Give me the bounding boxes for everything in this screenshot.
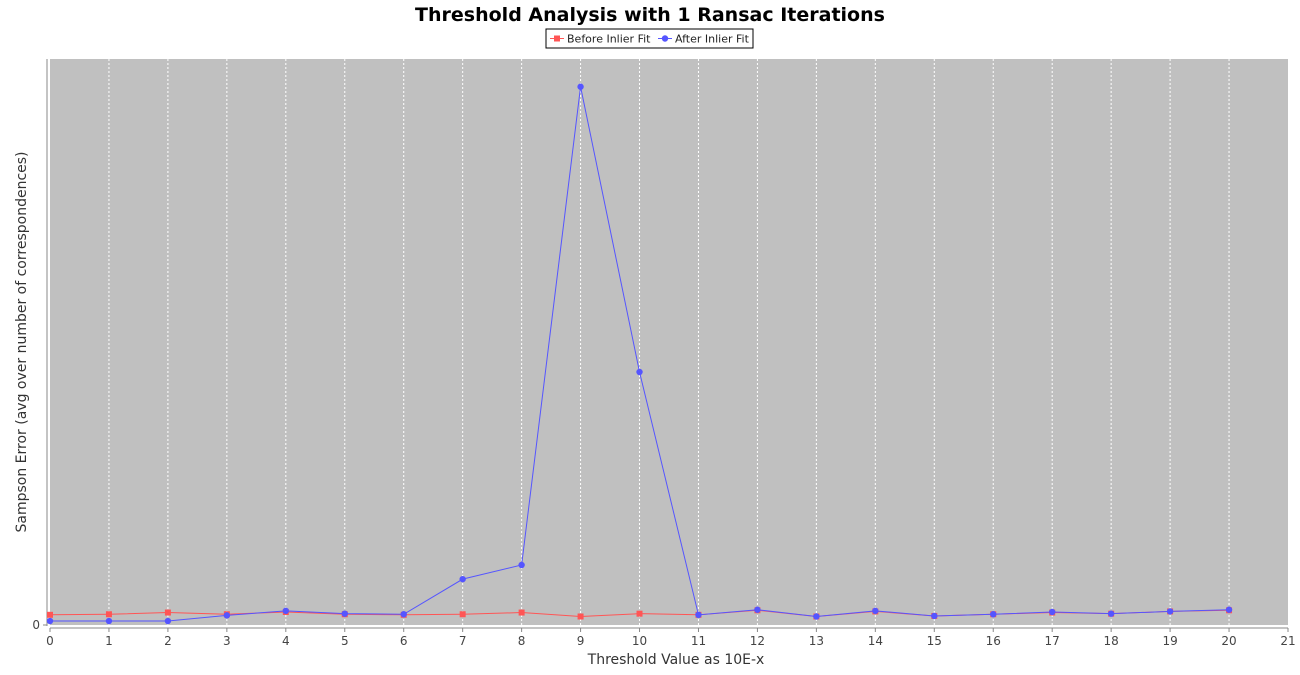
x-tick-label: 14 bbox=[868, 634, 883, 648]
data-point bbox=[223, 612, 231, 619]
data-point bbox=[46, 617, 54, 625]
data-point bbox=[1107, 610, 1115, 617]
x-tick-label: 16 bbox=[986, 634, 1001, 648]
data-point bbox=[931, 612, 938, 620]
x-tick-label: 15 bbox=[927, 634, 942, 648]
x-tick-label: 17 bbox=[1045, 634, 1060, 648]
data-point bbox=[872, 607, 879, 615]
x-tick-label: 0 bbox=[46, 634, 54, 648]
legend-item: Before Inlier Fit bbox=[550, 33, 651, 46]
x-tick-label: 18 bbox=[1104, 634, 1119, 648]
legend: Before Inlier Fit After Inlier Fit bbox=[545, 28, 754, 49]
x-tick-label: 21 bbox=[1280, 634, 1295, 648]
x-tick-label: 6 bbox=[400, 634, 408, 648]
data-point bbox=[459, 611, 466, 618]
data-point bbox=[400, 611, 407, 618]
data-point bbox=[164, 609, 171, 616]
x-tick-label: 11 bbox=[691, 634, 706, 648]
x-axis-ticks: 0 1 2 3 4 5 6 7 8 9 10 11 12 13 14 15 16 17 18 19 20 21 bbox=[46, 628, 1296, 648]
data-point bbox=[636, 368, 643, 376]
data-point bbox=[518, 561, 525, 569]
data-point bbox=[341, 610, 348, 617]
series-1 bbox=[46, 83, 1233, 625]
data-point bbox=[459, 575, 466, 583]
data-point bbox=[1048, 608, 1056, 616]
data-point bbox=[577, 613, 584, 620]
data-point bbox=[282, 607, 290, 615]
x-tick-label: 8 bbox=[518, 634, 526, 648]
x-tick-label: 3 bbox=[223, 634, 231, 648]
data-point bbox=[813, 613, 820, 620]
data-point bbox=[105, 611, 112, 618]
series-layer bbox=[46, 83, 1233, 625]
data-point bbox=[754, 606, 761, 613]
data-point bbox=[47, 611, 53, 618]
data-point bbox=[105, 617, 113, 625]
data-point bbox=[636, 610, 643, 617]
data-point bbox=[577, 83, 584, 90]
legend-box bbox=[545, 28, 754, 49]
x-tick-label: 4 bbox=[282, 634, 290, 648]
x-tick-label: 20 bbox=[1221, 634, 1236, 648]
legend-item: After Inlier Fit bbox=[658, 33, 750, 46]
x-tick-label: 19 bbox=[1162, 634, 1177, 648]
y-axis-label: Sampson Error (avg over number of corres… bbox=[14, 151, 30, 532]
chart-title: Threshold Analysis with 1 Ransac Iterati… bbox=[415, 4, 885, 26]
x-tick-label: 10 bbox=[632, 634, 647, 648]
x-tick-label: 5 bbox=[341, 634, 349, 648]
legend-label: After Inlier Fit bbox=[675, 33, 750, 46]
data-point bbox=[695, 611, 702, 619]
data-point bbox=[164, 617, 172, 625]
data-point bbox=[1166, 608, 1174, 615]
data-point bbox=[990, 611, 997, 618]
data-point bbox=[518, 609, 525, 616]
data-point bbox=[1225, 606, 1233, 613]
x-tick-label: 1 bbox=[105, 634, 113, 648]
x-tick-label: 2 bbox=[164, 634, 172, 648]
y-tick-label: 0 bbox=[32, 618, 40, 632]
x-tick-label: 13 bbox=[809, 634, 824, 648]
legend-label: Before Inlier Fit bbox=[567, 33, 651, 46]
x-tick-label: 9 bbox=[577, 634, 585, 648]
y-axis-ticks: 0 bbox=[32, 618, 47, 632]
legend-marker bbox=[554, 35, 560, 42]
x-tick-label: 12 bbox=[750, 634, 765, 648]
legend-marker bbox=[661, 35, 669, 42]
plot-area bbox=[50, 59, 1288, 625]
x-axis-label: Threshold Value as 10E-x bbox=[587, 652, 765, 668]
x-tick-label: 7 bbox=[459, 634, 467, 648]
